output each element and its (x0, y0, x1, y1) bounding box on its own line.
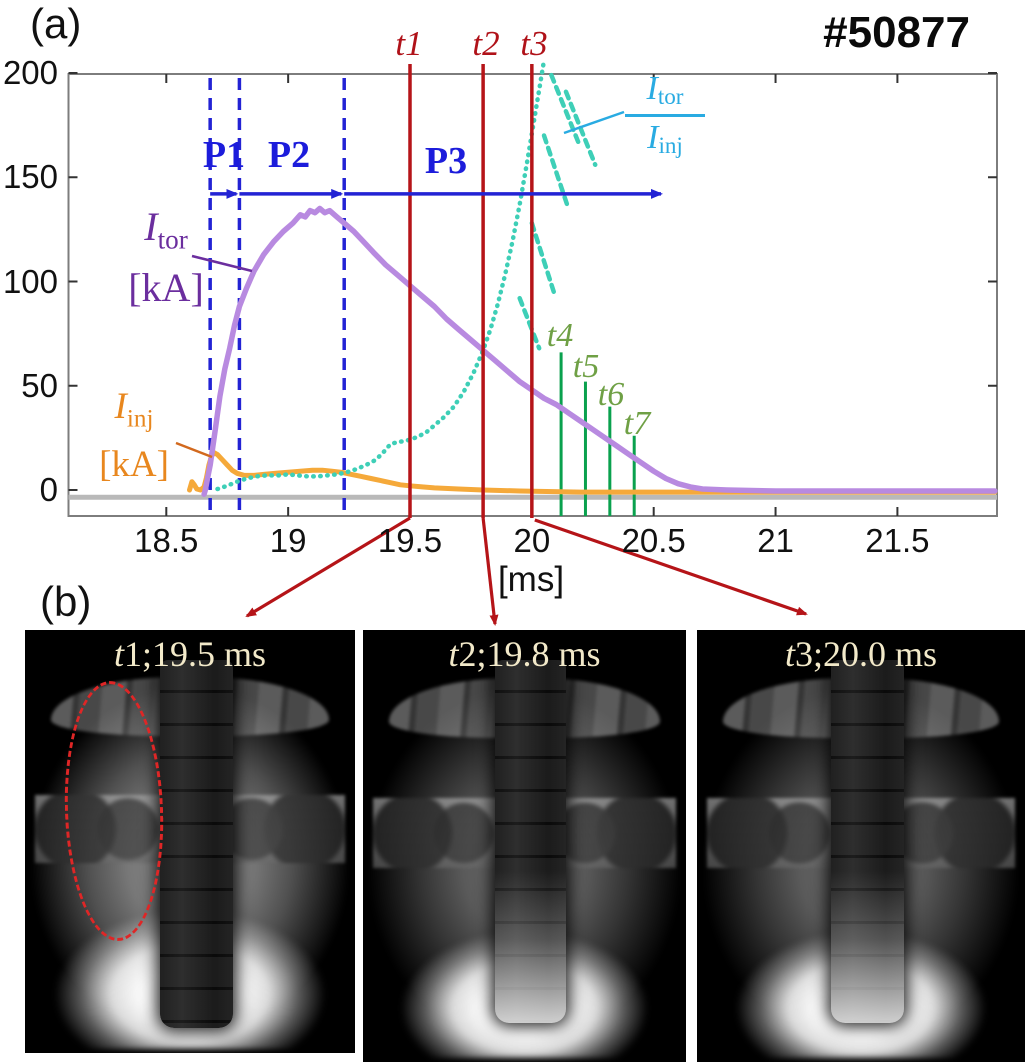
phase-p3-label: P3 (424, 140, 468, 182)
ratio-scatter-segment (541, 133, 571, 211)
ratio-leader-line (563, 110, 625, 135)
y-tick-label: 50 (21, 366, 58, 404)
ratio-legend-numerator: Itor (625, 70, 705, 117)
y-tick-label: 100 (2, 262, 58, 300)
center-column (160, 659, 233, 1028)
ratio-curve (215, 58, 547, 492)
shot-number: #50877 (823, 8, 970, 57)
panel-b-label: (b) (40, 578, 92, 625)
x-axis-unit-label: [ms] (497, 560, 565, 599)
camera-image-t3-title: t3;20.0 ms (784, 634, 938, 674)
t7-marker-label: t7 (623, 405, 651, 442)
camera-image-t2: t2;19.8 ms (363, 630, 686, 1062)
ratio-legend: Itor Iinj (625, 70, 705, 160)
panel-a-label: (a) (30, 0, 82, 47)
x-tick-label: 21.5 (865, 522, 930, 559)
ratio-scatter-segment (529, 220, 557, 295)
t4-marker-label: t4 (546, 317, 574, 354)
x-tick-label: 19.5 (377, 522, 443, 559)
x-tick-label: 20 (513, 522, 551, 559)
phase-p2-label: P2 (267, 134, 311, 176)
ratio-scatter-segment (563, 89, 598, 167)
camera-image-t2-title: t2;19.8 ms (448, 634, 601, 674)
t5-marker-label: t5 (572, 348, 600, 385)
ratio-legend-denominator: Iinj (647, 118, 683, 159)
t6-marker-label: t6 (597, 376, 625, 413)
x-tick-label: 18.5 (134, 522, 199, 559)
camera-image-t3: t3;20.0 ms (697, 630, 1025, 1062)
t2-marker-label: t2 (472, 24, 500, 63)
center-column (495, 660, 567, 1024)
ratio-scatter-segment (549, 72, 581, 145)
camera-image-t1: t1;19.5 ms (25, 630, 355, 1053)
y-tick-label: 150 (2, 158, 58, 196)
x-tick-label: 19 (269, 522, 307, 559)
phase-p1-label: P1 (202, 134, 246, 176)
y-tick-label: 200 (2, 54, 58, 91)
camera-image-t1-title: t1;19.5 ms (113, 634, 267, 674)
x-tick-label: 21 (757, 522, 794, 559)
iinj-axis-label: Iinj [kA] (99, 386, 169, 486)
iinj-curve (187, 450, 998, 495)
y-tick-label: 0 (39, 471, 58, 508)
center-column (831, 660, 904, 1024)
itor-axis-label: Itor [kA] (128, 204, 204, 310)
t3-marker-label: t3 (520, 24, 548, 63)
t1-marker-label: t1 (395, 24, 423, 63)
x-tick-label: 20.5 (621, 522, 686, 559)
